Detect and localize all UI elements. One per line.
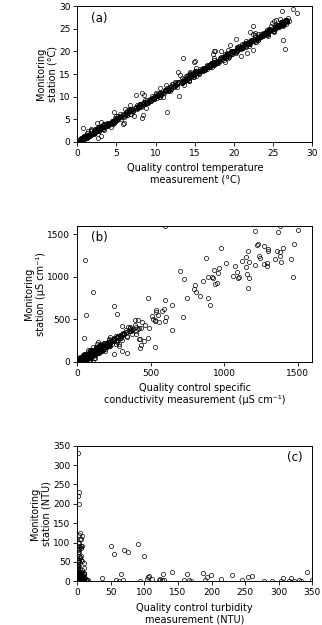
Y-axis label: Monitoring
station (NTU): Monitoring station (NTU): [30, 481, 52, 546]
X-axis label: Quality control temperature
measurement (°C): Quality control temperature measurement …: [127, 163, 263, 185]
Y-axis label: Monitoring
station (μS cm⁻¹): Monitoring station (μS cm⁻¹): [24, 252, 46, 336]
X-axis label: Quality control turbidity
measurement (NTU): Quality control turbidity measurement (N…: [137, 602, 253, 624]
X-axis label: Quality control specific
conductivity measurement (μS cm⁻¹): Quality control specific conductivity me…: [104, 383, 286, 404]
Text: (a): (a): [91, 12, 108, 24]
Y-axis label: Monitoring
station (°C): Monitoring station (°C): [36, 46, 57, 102]
Text: (b): (b): [91, 231, 108, 244]
Text: (c): (c): [287, 451, 303, 464]
